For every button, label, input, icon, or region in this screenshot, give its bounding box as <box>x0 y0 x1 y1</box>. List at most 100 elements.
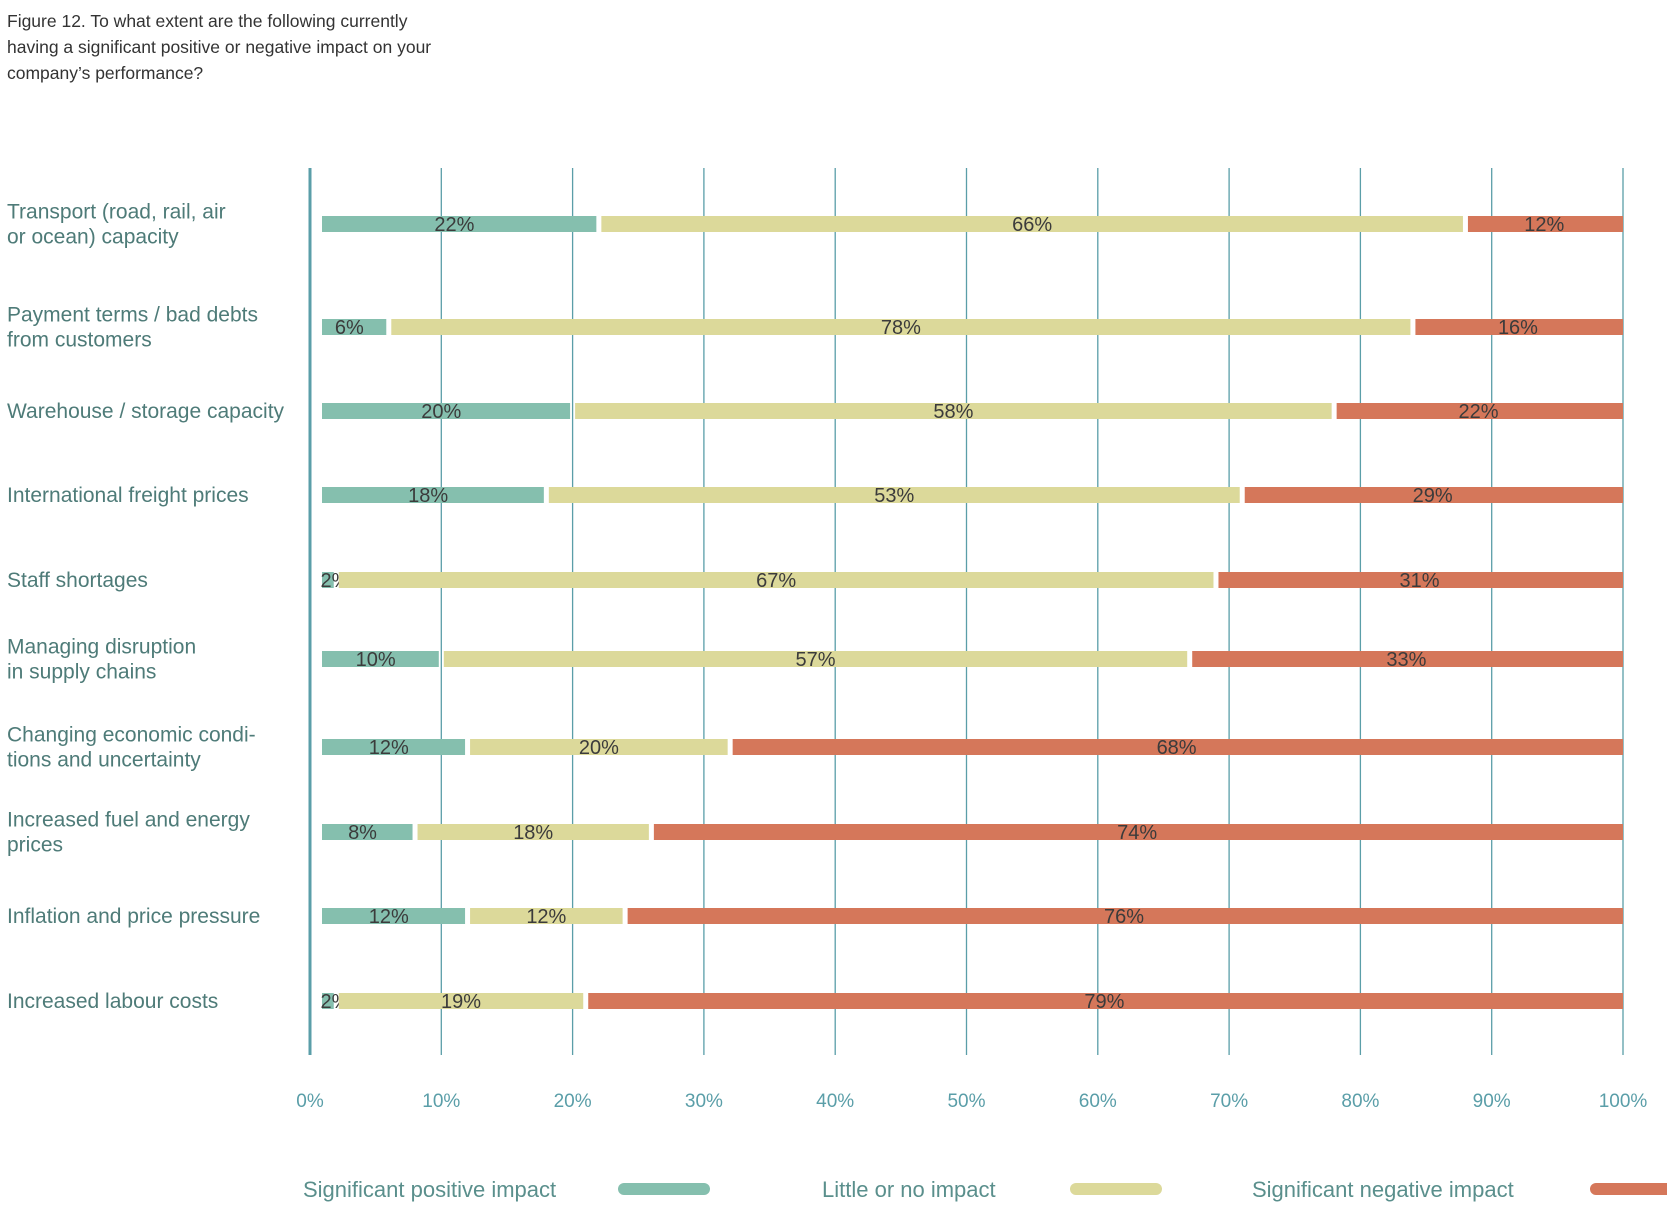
category-label-line: Changing economic condi- <box>7 724 256 747</box>
data-label: 22% <box>1459 401 1499 423</box>
bars: 22% 66% 12%6% 78% 16%20% 58% 22%18% 53% 29%2% 67%… <box>321 214 1623 1013</box>
bar-segment <box>653 824 1623 840</box>
data-label: 6% <box>335 317 364 339</box>
category-label-line: or ocean) capacity <box>7 226 179 249</box>
bar-segment <box>322 319 387 335</box>
legend-swatch <box>1070 1183 1162 1195</box>
bar-segment <box>322 739 466 755</box>
category-label: Transport (road, rail, air or ocean) capa… <box>7 201 226 249</box>
x-tick-label: 20% <box>554 1091 592 1112</box>
category-label: Payment terms / bad debts from customers <box>7 304 258 352</box>
data-label: 20% <box>579 737 619 759</box>
legend-label: Significant negative impact <box>1252 1177 1514 1202</box>
bar-segment <box>322 572 334 588</box>
data-label: 16% <box>1498 317 1538 339</box>
data-label: 10% <box>356 649 396 671</box>
data-label: 58% <box>933 401 973 423</box>
category-labels: Transport (road, rail, air or ocean) capa… <box>7 201 285 1014</box>
category-label: Changing economic condi-tions and uncert… <box>7 724 256 772</box>
bar-segment <box>443 651 1188 667</box>
bar-segment <box>588 993 1623 1009</box>
data-label: 12% <box>369 737 409 759</box>
data-label: 57% <box>795 649 835 671</box>
legend-label: Little or no impact <box>822 1177 996 1202</box>
bar-segment <box>1415 319 1623 335</box>
category-label: Inflation and price pressure <box>7 905 260 928</box>
bar-segment <box>338 572 1214 588</box>
legend-swatch <box>618 1183 710 1195</box>
category-label: Increased fuel and energy prices <box>7 809 250 857</box>
data-label: 31% <box>1399 570 1439 592</box>
x-tick-label: 40% <box>816 1091 854 1112</box>
chart-title: Figure 12. To what extent are the follow… <box>7 11 432 83</box>
bar-segment <box>732 739 1623 755</box>
data-label: 76% <box>1104 906 1144 928</box>
data-label: 19% <box>441 991 481 1013</box>
category-label-line: tions and uncertainty <box>7 749 201 772</box>
bar-segment <box>322 651 439 667</box>
data-label: 68% <box>1157 737 1197 759</box>
category-label-line: from customers <box>7 329 152 352</box>
x-tick-label: 80% <box>1341 1091 1379 1112</box>
data-label: 18% <box>408 485 448 507</box>
bar-segment <box>470 739 728 755</box>
bar-segment <box>322 908 466 924</box>
bar-segment <box>322 993 334 1009</box>
data-label: 20% <box>421 401 461 423</box>
bar-segment <box>1336 403 1623 419</box>
category-label-line: Increased labour costs <box>7 990 218 1013</box>
x-tick-label: 30% <box>685 1091 723 1112</box>
category-label-line: Warehouse / storage capacity <box>7 400 285 423</box>
category-label-line: prices <box>7 834 63 857</box>
bar-segment <box>1192 651 1623 667</box>
x-tick-label: 0% <box>296 1091 324 1112</box>
category-label-line: International freight prices <box>7 484 249 507</box>
bar-segment <box>322 824 413 840</box>
bar-segment <box>322 487 544 503</box>
bar-segment <box>391 319 1411 335</box>
data-label: 79% <box>1084 991 1124 1013</box>
bar-segment <box>1467 216 1623 232</box>
data-label: 29% <box>1413 485 1453 507</box>
bar-segment <box>1244 487 1623 503</box>
category-label: Warehouse / storage capacity <box>7 400 285 423</box>
bar-segment <box>470 908 623 924</box>
data-label: 12% <box>369 906 409 928</box>
bar-segment <box>548 487 1240 503</box>
data-label: 18% <box>513 822 553 844</box>
data-label: 33% <box>1386 649 1426 671</box>
data-label: 78% <box>881 317 921 339</box>
data-label: 67% <box>756 570 796 592</box>
bar-segment <box>627 908 1623 924</box>
data-label: 8% <box>348 822 377 844</box>
data-label: 12% <box>526 906 566 928</box>
x-tick-label: 70% <box>1210 1091 1248 1112</box>
data-label: 22% <box>434 214 474 236</box>
bar-segment <box>417 824 649 840</box>
bar-segment <box>575 403 1332 419</box>
category-label-line: Staff shortages <box>7 569 148 592</box>
x-tick-label: 10% <box>422 1091 460 1112</box>
data-label: 74% <box>1117 822 1157 844</box>
gridlines <box>308 168 1624 1055</box>
legend-swatch <box>1590 1183 1667 1195</box>
category-label-line: Inflation and price pressure <box>7 905 260 928</box>
bar-segment <box>322 403 571 419</box>
category-label: Managing disruption in supply chains <box>7 636 196 684</box>
category-label: Staff shortages <box>7 569 148 592</box>
bar-segment <box>322 216 597 232</box>
x-tick-label: 60% <box>1079 1091 1117 1112</box>
category-label-line: Managing disruption <box>7 636 196 659</box>
category-label: Increased labour costs <box>7 990 218 1013</box>
x-axis-ticks: 0% 10% 20% 30% 40% 50% 60% 70% 80% 90% 100% <box>296 1091 1647 1112</box>
category-label-line: Increased fuel and energy <box>7 809 250 832</box>
data-label: 12% <box>1524 214 1564 236</box>
bar-segment <box>338 993 584 1009</box>
category-label-line: Payment terms / bad debts <box>7 304 258 327</box>
legend-label: Significant positive impact <box>303 1177 556 1202</box>
x-tick-label: 90% <box>1473 1091 1511 1112</box>
x-tick-label: 100% <box>1599 1091 1648 1112</box>
category-label: International freight prices <box>7 484 249 507</box>
x-tick-label: 50% <box>947 1091 985 1112</box>
